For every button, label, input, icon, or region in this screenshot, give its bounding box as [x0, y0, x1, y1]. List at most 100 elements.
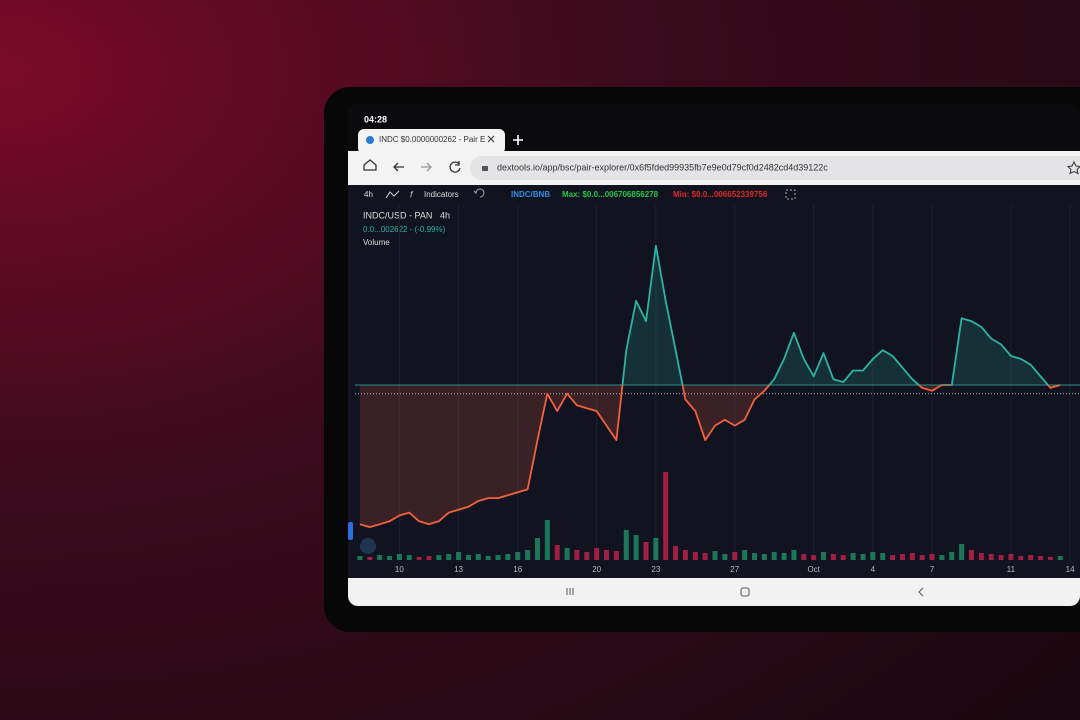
volume-bar	[623, 530, 629, 560]
volume-bar	[396, 554, 402, 560]
volume-bar	[416, 557, 422, 560]
x-tick-label: 4	[871, 565, 876, 574]
x-tick-label: 23	[651, 565, 660, 574]
reload-button[interactable]	[449, 161, 461, 173]
x-tick-label: 13	[454, 565, 463, 574]
volume-bar	[801, 554, 807, 560]
volume-bar	[949, 552, 955, 560]
volume-bar	[712, 551, 718, 560]
volume-bar	[465, 555, 471, 560]
bookmark-star[interactable]	[1066, 160, 1080, 175]
volume-bar	[544, 520, 550, 560]
volume-bar	[436, 555, 442, 560]
volume-bar	[702, 553, 708, 560]
nav-home[interactable]	[740, 587, 750, 597]
interval-button[interactable]: 4h	[364, 190, 373, 199]
screen: 04:28 INDC $0.0000000262 - Pair E dextoo…	[348, 104, 1080, 606]
volume-bar	[1028, 555, 1034, 560]
volume-bar	[653, 538, 659, 560]
fx-icon: f	[410, 189, 414, 199]
x-tick-label: 7	[930, 565, 935, 574]
volume-bar	[771, 552, 777, 560]
max-label: Max: $0.0...006706856278	[562, 190, 659, 199]
tab-icon	[366, 136, 374, 144]
volume-bar	[1047, 557, 1053, 560]
volume-bar	[988, 554, 994, 560]
volume-bar	[574, 550, 580, 560]
chart-title: INDC/USD - PAN	[363, 210, 432, 220]
url-text: dextools.io/app/bsc/pair-explorer/0x6f5f…	[497, 162, 828, 172]
volume-bar	[692, 552, 698, 560]
volume-bar	[791, 550, 797, 560]
nav-recent[interactable]	[566, 588, 574, 595]
chart-type-button[interactable]	[385, 190, 400, 199]
indicators-button[interactable]: Indicators	[424, 190, 459, 199]
volume-bar	[830, 554, 836, 560]
plot: 10 13 16 20 23 27 Oct 4 7 11 14	[355, 205, 1080, 574]
x-tick-label: 20	[592, 565, 601, 574]
volume-bar	[613, 551, 619, 560]
pair-label: INDC/BNB	[511, 190, 550, 199]
status-time: 04:28	[364, 114, 387, 124]
volume-bar	[870, 552, 876, 560]
volume-bar	[633, 535, 639, 560]
volume-bar	[426, 556, 432, 560]
volume-bar	[584, 552, 590, 560]
volume-bar	[840, 555, 846, 560]
volume-bar	[525, 550, 531, 560]
volume-bar	[732, 552, 738, 560]
volume-bar	[821, 552, 827, 560]
volume-bar	[781, 553, 787, 560]
new-tab[interactable]	[513, 135, 523, 145]
min-label: Min: $0.0...006652339756	[673, 190, 768, 199]
volume-bar	[367, 557, 373, 560]
volume-bar	[742, 550, 748, 560]
volume-bar	[890, 555, 896, 560]
nav-bar	[348, 578, 1080, 606]
chart-interval: 4h	[440, 210, 450, 220]
volume-bar	[456, 552, 462, 560]
home-button[interactable]	[363, 159, 377, 171]
fullscreen-button[interactable]	[785, 189, 796, 200]
volume-bar	[978, 553, 984, 560]
volume-bar	[604, 550, 610, 560]
volume-bar	[564, 548, 570, 560]
volume-bar	[899, 554, 905, 560]
volume-bar	[515, 552, 521, 560]
volume-bar	[919, 555, 925, 560]
lock-icon	[482, 166, 488, 171]
scroll-handle[interactable]	[348, 522, 353, 540]
volume-bar	[722, 554, 728, 560]
volume-bar	[998, 555, 1004, 560]
volume-bar	[594, 548, 600, 560]
volume-bar	[1008, 554, 1014, 560]
volume-bar	[377, 555, 383, 560]
x-tick-label: Oct	[807, 565, 820, 574]
volume-bar	[909, 553, 915, 560]
tab-close[interactable]	[487, 135, 495, 143]
back-button[interactable]	[393, 162, 404, 172]
volume-bar	[475, 554, 481, 560]
volume-bar	[850, 553, 856, 560]
volume-bar	[939, 555, 945, 560]
forward-button[interactable]	[421, 162, 432, 172]
price-area	[359, 245, 1061, 528]
undo-button[interactable]	[473, 188, 485, 198]
nav-back[interactable]	[918, 587, 924, 597]
volume-bar	[673, 546, 679, 560]
tab-title: INDC $0.0000000262 - Pair E	[379, 135, 485, 144]
x-tick-label: 10	[395, 565, 404, 574]
cloud-button[interactable]	[360, 538, 376, 554]
volume-bar	[1038, 556, 1044, 560]
volume-bar	[643, 542, 649, 560]
browser-tab[interactable]	[358, 129, 505, 154]
x-tick-label: 14	[1066, 565, 1075, 574]
volume-bar	[1057, 556, 1063, 560]
volume-bar	[968, 550, 974, 560]
volume-bar	[406, 555, 412, 560]
url-bar[interactable]	[470, 156, 1080, 180]
volume-bar	[880, 553, 886, 560]
volume-bar	[761, 554, 767, 560]
